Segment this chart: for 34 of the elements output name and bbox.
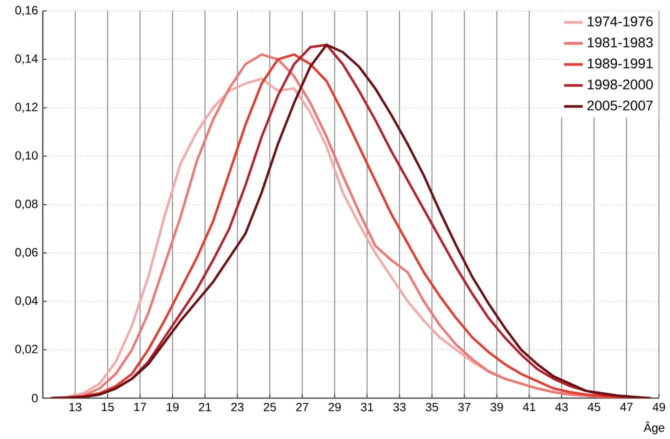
x-tick-label: 17 [134,402,146,412]
x-tick-label: 31 [360,402,374,412]
x-tick-label: 39 [490,402,503,412]
y-tick-label: 0 [32,394,38,402]
y-tick-label: 0,06 [15,248,38,258]
x-tick-label: 47 [620,402,633,412]
x-tick-label: 41 [522,402,536,412]
legend-label: 1998-2000 [588,80,653,90]
x-tick-label: 25 [264,402,276,412]
legend-label: 1974-1976 [588,16,653,27]
y-tick-label: 0,12 [15,102,38,113]
legend-label: 1989-1991 [588,58,653,69]
x-tick-label: 21 [198,402,211,412]
x-tick-label: 33 [393,402,406,412]
x-tick-label: 35 [426,402,438,412]
x-tick-label: 29 [328,402,341,412]
y-tick-label: 0,16 [15,6,38,16]
y-tick-label: 0,08 [15,200,38,210]
y-tick-label: 0,04 [15,296,38,306]
x-tick-label: 13 [70,402,82,412]
legend-label: 1981-1983 [588,38,653,48]
x-tick-label: 15 [102,402,114,412]
x-tick-label: 27 [296,402,308,412]
y-tick-label: 0,10 [15,151,38,162]
x-tick-label: 43 [555,402,568,412]
x-tick-label: 37 [458,402,470,412]
x-tick-label: 19 [166,402,179,412]
x-tick-label: 45 [588,402,600,412]
y-tick-label: 0,14 [15,54,38,64]
x-tick-label: 23 [231,402,244,412]
x-tick-label: 49 [652,402,666,412]
x-axis-title: Âge [644,422,664,434]
y-tick-label: 0,02 [15,344,38,355]
legend-label: 2005-2007 [587,100,653,111]
